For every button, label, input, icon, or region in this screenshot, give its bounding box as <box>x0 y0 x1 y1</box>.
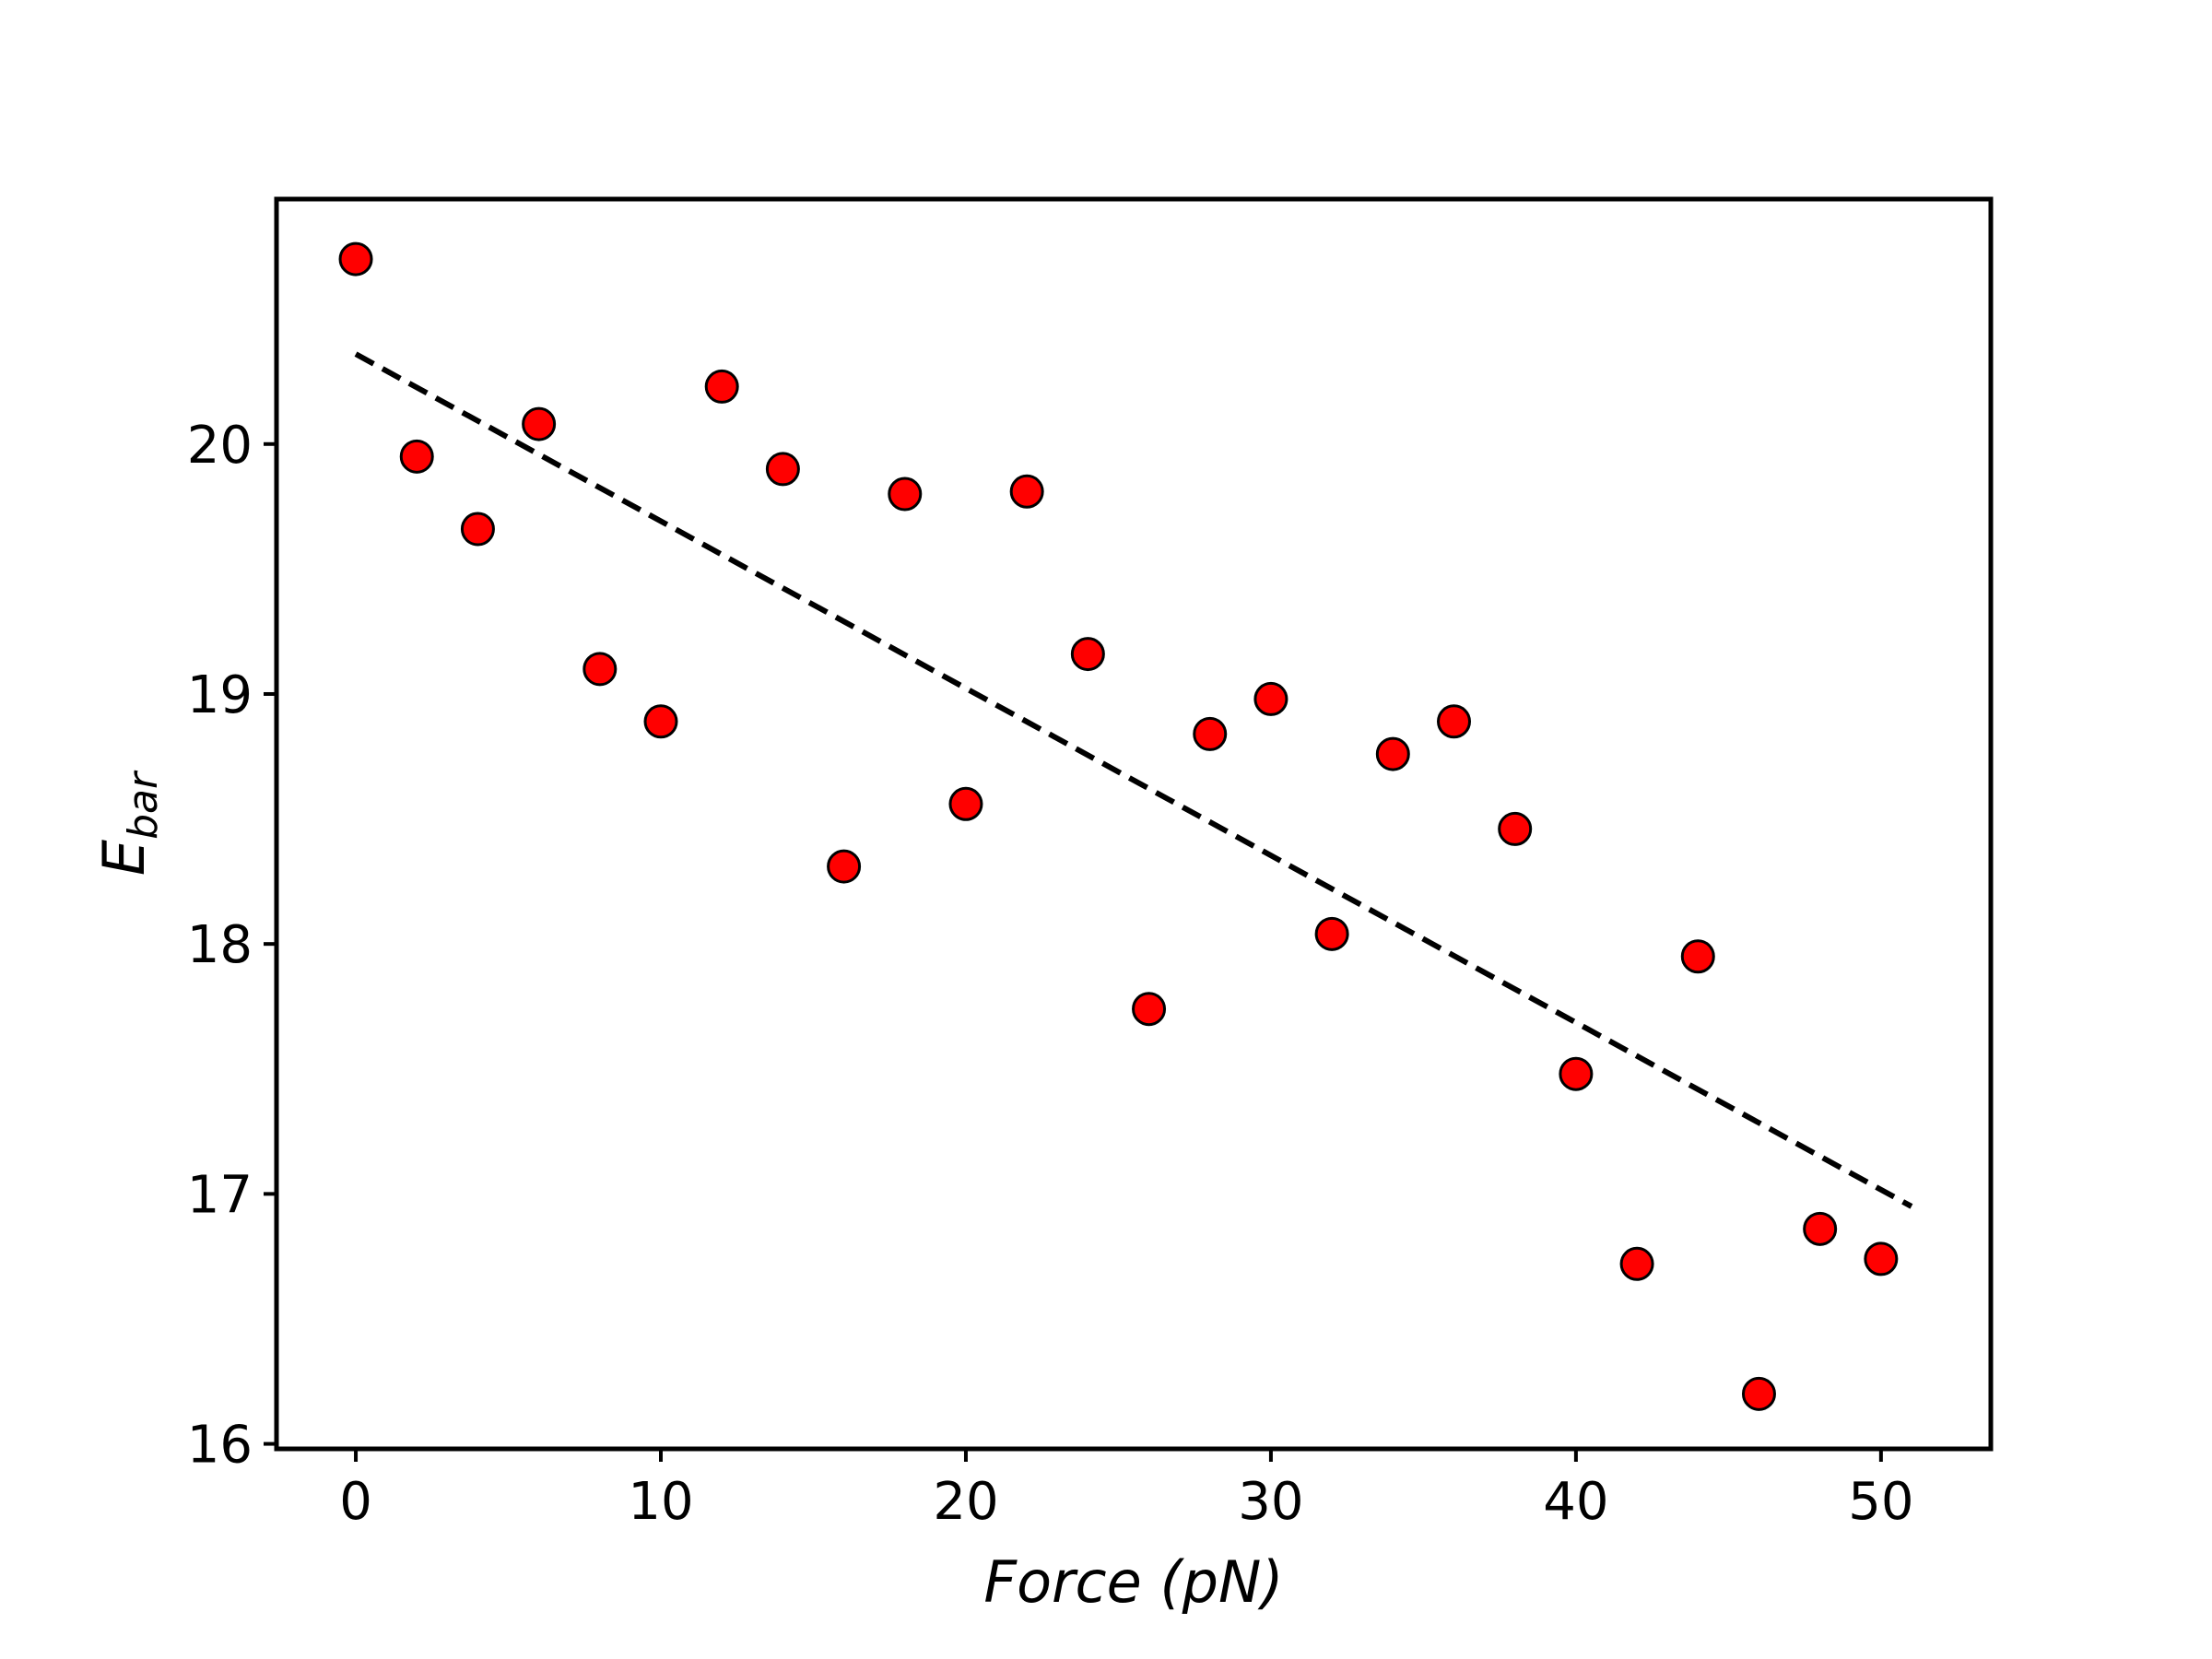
data-point <box>1193 716 1228 751</box>
plot-frame <box>274 196 1994 1452</box>
data-point <box>1680 939 1715 974</box>
data-point <box>948 786 983 821</box>
x-tick-label: 20 <box>933 1472 998 1532</box>
y-tick-label: 17 <box>187 1165 253 1225</box>
data-point <box>522 406 557 441</box>
data-point <box>888 477 923 512</box>
data-point <box>765 452 800 487</box>
y-axis-label-sub: bar <box>120 770 167 840</box>
data-point <box>1132 992 1167 1027</box>
y-axis: 16 17 18 19 20 <box>187 416 276 1476</box>
data-point <box>1619 1246 1654 1281</box>
y-tick-label: 16 <box>187 1416 253 1476</box>
data-point <box>827 849 862 884</box>
data-point <box>1741 1376 1776 1411</box>
data-point <box>399 439 434 474</box>
data-point <box>1253 681 1288 716</box>
data-point <box>1070 637 1105 672</box>
data-point <box>1803 1211 1838 1246</box>
data-point <box>704 369 739 404</box>
data-point <box>1864 1241 1899 1277</box>
x-tick-label: 0 <box>339 1472 372 1532</box>
x-axis: 0 10 20 30 40 50 <box>339 1449 1913 1532</box>
plot-area <box>338 241 1913 1411</box>
data-point <box>643 704 678 739</box>
y-axis-label: Ebar <box>90 770 167 876</box>
y-axis-label-main: E <box>90 839 158 876</box>
data-point <box>338 241 373 276</box>
data-point <box>1559 1056 1594 1091</box>
data-point <box>582 652 618 687</box>
data-point <box>1437 704 1472 739</box>
y-tick-label: 20 <box>187 416 253 476</box>
data-point <box>1009 474 1044 509</box>
data-point <box>1498 811 1533 846</box>
x-tick-label: 30 <box>1238 1472 1303 1532</box>
x-axis-label: Force (pN) <box>983 1548 1283 1616</box>
y-tick-label: 18 <box>187 915 253 975</box>
fit-line <box>354 351 1913 1209</box>
x-tick-label: 10 <box>628 1472 693 1532</box>
data-point <box>1314 916 1349 951</box>
data-point <box>460 512 495 547</box>
x-tick-label: 50 <box>1848 1472 1913 1532</box>
x-tick-label: 40 <box>1543 1472 1608 1532</box>
data-point <box>1375 736 1410 771</box>
y-tick-label: 19 <box>187 665 253 725</box>
